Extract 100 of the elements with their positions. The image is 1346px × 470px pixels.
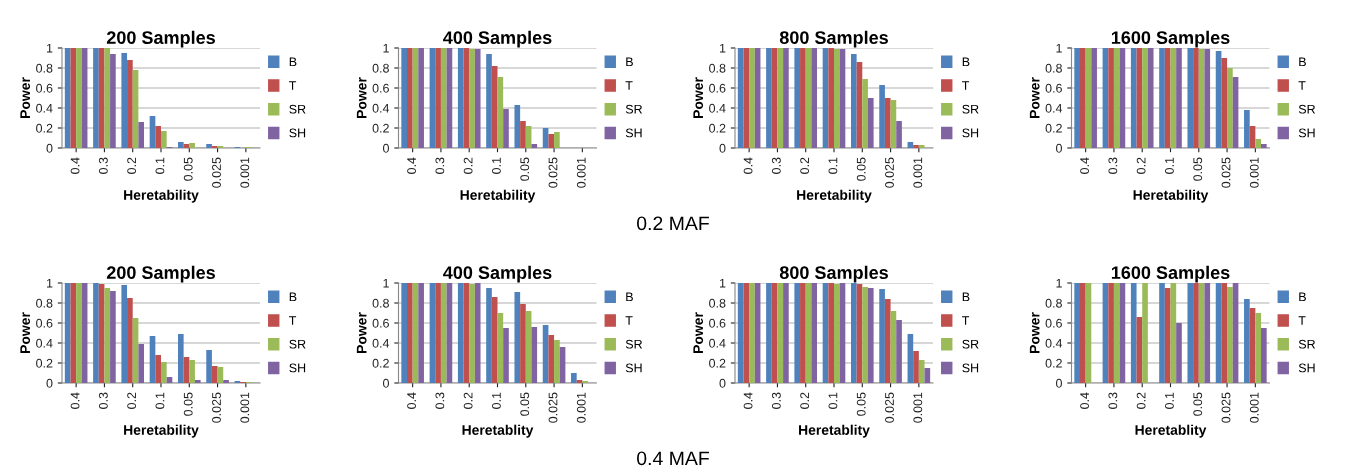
bar bbox=[155, 126, 161, 148]
bar bbox=[110, 291, 116, 383]
bar bbox=[469, 49, 475, 148]
x-tick-label: 0.001 bbox=[576, 157, 586, 188]
x-tick-label: 0.001 bbox=[1249, 157, 1259, 188]
bar bbox=[1244, 110, 1250, 148]
bar bbox=[828, 48, 834, 148]
x-tick-label: 0.1 bbox=[1165, 392, 1174, 409]
bar bbox=[1074, 283, 1080, 383]
x-tick-label: 0.025 bbox=[548, 157, 558, 188]
bar bbox=[223, 380, 229, 383]
bar bbox=[138, 344, 145, 383]
bar bbox=[401, 283, 407, 383]
bar bbox=[211, 366, 218, 383]
bar bbox=[749, 283, 755, 383]
x-tick-label: 0.4 bbox=[1080, 392, 1089, 409]
y-tick-label: 0.4 bbox=[372, 103, 390, 113]
text: 0.4 MAF bbox=[637, 451, 709, 466]
bar bbox=[1204, 283, 1211, 383]
x-tick-label: 0.1 bbox=[492, 157, 501, 174]
legend-label: B bbox=[962, 57, 970, 67]
bar bbox=[1193, 48, 1199, 148]
legend-label: SR bbox=[289, 104, 306, 114]
text: B bbox=[1299, 292, 1306, 302]
bar bbox=[867, 98, 874, 148]
y-axis-title: Power bbox=[20, 312, 31, 353]
y-axis-title: Power bbox=[20, 77, 31, 118]
bar bbox=[811, 48, 818, 148]
x-axis-title: Heretablity bbox=[799, 424, 870, 438]
bar bbox=[491, 297, 498, 383]
bar bbox=[794, 48, 801, 148]
y-tick-label: 0.8 bbox=[36, 63, 53, 73]
y-tick-label: 0.4 bbox=[709, 103, 726, 113]
y-tick-label: 0 bbox=[383, 143, 389, 153]
x-tick-label: 0.1 bbox=[828, 392, 838, 409]
bar bbox=[189, 360, 195, 383]
y-tick-label: 0.2 bbox=[1045, 123, 1062, 133]
bar bbox=[457, 283, 464, 383]
y-tick-label: 0.6 bbox=[709, 83, 726, 93]
y-tick-label: 0 bbox=[719, 143, 726, 153]
bar bbox=[531, 144, 538, 148]
y-tick-label: 0.4 bbox=[1045, 103, 1063, 113]
bar bbox=[1091, 48, 1097, 148]
x-tick-label: 0.2 bbox=[127, 392, 137, 409]
x-tick-label: 0.3 bbox=[771, 392, 781, 409]
y-tick-label: 0.6 bbox=[1045, 318, 1062, 328]
bar bbox=[474, 49, 481, 148]
bar bbox=[1255, 313, 1262, 383]
legend-label: SR bbox=[1298, 104, 1316, 114]
y-tick-label: 0.4 bbox=[709, 338, 726, 348]
x-tick-label: 0.05 bbox=[856, 157, 866, 181]
y-tick-label: 0.2 bbox=[36, 123, 53, 133]
chart-title: 200 Samples bbox=[106, 30, 215, 48]
y-tick-label: 0.6 bbox=[36, 83, 53, 93]
legend-label: T bbox=[289, 81, 297, 90]
bar bbox=[766, 48, 772, 148]
bar bbox=[1176, 323, 1182, 383]
y-tick-label: 1 bbox=[1056, 43, 1062, 53]
y-tick-label: 0.6 bbox=[372, 318, 389, 328]
x-tick-label: 0.4 bbox=[743, 157, 753, 174]
chart-title: 400 Samples bbox=[443, 30, 552, 48]
x-tick-label: 0.2 bbox=[800, 157, 810, 174]
bar bbox=[554, 132, 560, 148]
bar bbox=[531, 327, 538, 383]
x-tick-label: 0.2 bbox=[463, 157, 473, 174]
x-tick-label: 0.3 bbox=[771, 157, 781, 174]
text: 0.2 MAF bbox=[637, 216, 709, 231]
bar bbox=[896, 121, 902, 148]
x-tick-label: 0.025 bbox=[548, 392, 558, 423]
legend-label: B bbox=[289, 57, 297, 67]
x-axis-title: Heretability bbox=[1133, 189, 1209, 203]
legend-label: SH bbox=[962, 128, 979, 138]
text: B bbox=[626, 292, 633, 302]
x-tick-label: 0.025 bbox=[212, 392, 221, 423]
bar bbox=[777, 48, 784, 148]
x-tick-label: 0.4 bbox=[1080, 157, 1089, 174]
bar bbox=[76, 48, 82, 148]
bar bbox=[1079, 48, 1086, 148]
bar bbox=[418, 48, 424, 148]
legend-label: T bbox=[289, 316, 297, 325]
bar bbox=[1255, 139, 1262, 148]
bar bbox=[514, 105, 521, 148]
chart-title: 200 Samples bbox=[106, 265, 215, 283]
y-tick-label: 1 bbox=[46, 43, 53, 53]
x-tick-label: 0.4 bbox=[70, 392, 80, 409]
legend-label: SH bbox=[625, 363, 642, 373]
legend-label: T bbox=[625, 81, 633, 90]
bar bbox=[896, 320, 902, 383]
bar bbox=[127, 298, 133, 383]
bar bbox=[571, 373, 577, 383]
bar bbox=[177, 334, 184, 383]
bar bbox=[850, 54, 857, 148]
bar bbox=[1159, 283, 1165, 383]
bar bbox=[834, 284, 840, 383]
y-tick-label: 0.6 bbox=[372, 83, 389, 93]
bar bbox=[520, 304, 526, 383]
bar bbox=[1204, 49, 1211, 148]
bar bbox=[1159, 48, 1165, 148]
bar bbox=[155, 355, 161, 383]
bar bbox=[548, 335, 555, 383]
